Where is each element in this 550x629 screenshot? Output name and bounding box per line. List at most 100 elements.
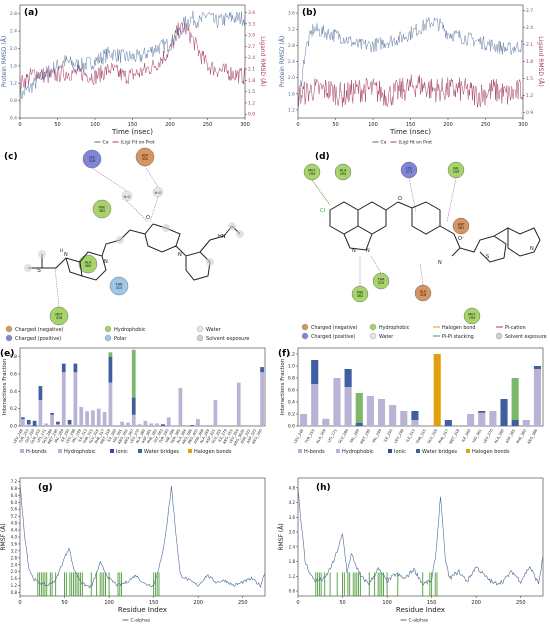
y-tick-label: 0.8 [10, 354, 17, 360]
x-tick-label: HIS_361 [472, 429, 483, 444]
bar-water-bridges [131, 397, 136, 415]
x-tick-label: THR_315 [82, 429, 94, 446]
x-tick-label: ILE_379 [217, 428, 228, 443]
y-tick-label: 3.6 [289, 515, 296, 520]
atom-label: HN [218, 234, 226, 240]
legend-swatch [104, 334, 112, 342]
x-tick-label: LEU_248 [13, 428, 25, 444]
panel-f [296, 347, 544, 453]
panel-letter: (b) [302, 8, 317, 18]
x-tick-label: ARG_351 [222, 429, 234, 445]
y-axis-label: Protein RMSD (Å) [279, 36, 286, 87]
plot-frame [297, 347, 544, 427]
x-tick-label: TYR_393 [158, 429, 170, 445]
bar-hydrophobic [149, 423, 154, 426]
x-tick-label: 100 [104, 600, 114, 606]
x-tick-label: THR_315 [415, 429, 427, 446]
bar-hydrophobic [166, 417, 171, 426]
y2-tick-label: 3.3 [248, 21, 255, 27]
atom-label: S [37, 267, 41, 274]
y-tick-label: 1.6 [10, 63, 17, 69]
y2-axis-label: Ligand RMSD (Å) [537, 36, 544, 86]
bar-halogen-bonds [433, 354, 441, 426]
bar-hydrophobic [522, 420, 530, 426]
y-tick-label: 1.2 [10, 81, 17, 87]
bar-green [131, 349, 136, 398]
y-tick-label: 2.0 [288, 75, 295, 81]
legend-swatch [301, 323, 309, 331]
legend-swatch [188, 449, 192, 453]
y-tick-label: 0.6 [288, 388, 295, 394]
residue-name: LYS [89, 156, 95, 160]
bar-water-bridges [190, 425, 194, 426]
atom-label: O [398, 196, 402, 202]
panel-letter: (a) [24, 8, 38, 18]
y-tick-label: 0.0 [288, 424, 295, 430]
bar-hydrophobic [489, 411, 497, 426]
legend-label: Halogen bonds [194, 449, 232, 455]
residue-ala-294 [334, 163, 352, 181]
legend-label: Cα [381, 140, 387, 146]
legend-label: H-bonds [26, 449, 47, 455]
ligand-skeleton [28, 223, 241, 281]
interaction-line [419, 262, 424, 286]
y-tick-label: 0.6 [289, 589, 296, 594]
y-tick-label: 0.6 [10, 372, 17, 378]
residue-number: 290 [309, 172, 315, 176]
bar-hydrophobic [96, 408, 101, 426]
y2-axis-label: Ligand RMSD (Å) [259, 36, 266, 86]
residue-name: ASP [458, 223, 465, 227]
residue-name: PHE [357, 291, 364, 295]
legend-label: Water [206, 327, 222, 333]
residue-number: 382 [357, 294, 363, 298]
x-tick-label: ILE_360 [107, 428, 118, 443]
x-tick-label: ARG_386 [527, 428, 539, 445]
interaction-line [370, 255, 382, 274]
y-tick-label: 1.2 [288, 107, 295, 113]
legend-swatch [110, 449, 114, 453]
x-tick-label: LEU_370 [483, 428, 495, 444]
legend-label: Hydrophobic [342, 449, 374, 455]
bar-hydrophobic [411, 420, 419, 426]
y-tick-label: 1.2 [289, 574, 296, 579]
x-tick-label: 0 [296, 122, 299, 128]
panel-a [18, 4, 247, 143]
y-tick-label: 1.0 [288, 364, 295, 370]
y-tick-label: 2.4 [10, 29, 17, 35]
bar-green [108, 352, 113, 357]
x-tick-label: 200 [443, 122, 453, 128]
bar-hydrophobic [178, 387, 183, 426]
x-axis-label: Residue Index [396, 606, 445, 614]
legend-label: Water bridges [144, 449, 179, 455]
x-tick-label: 50 [332, 122, 338, 128]
x-tick-label: PHE_382 [516, 429, 527, 445]
y-tick-label: 6.8 [11, 486, 18, 491]
bar-hydrophobic [366, 396, 374, 426]
x-tick-label: 250 [481, 122, 491, 128]
bar-hydrophobic [67, 424, 72, 426]
x-tick-label: 150 [128, 122, 138, 128]
bar-water-bridges [500, 399, 508, 426]
bar-hydrophobic [61, 372, 66, 426]
bar-water-bridges [61, 363, 66, 373]
legend-label: Water bridges [422, 449, 457, 455]
residue-name: MET [308, 169, 316, 173]
panel-letter: (c) [4, 152, 18, 162]
legend-label: Ionic [394, 449, 406, 455]
x-tick-label: ASP_421 [205, 429, 216, 444]
residue-number: 294 [340, 172, 346, 176]
legend-swatch [495, 332, 503, 340]
legend-swatch [466, 449, 470, 453]
bar-hydrophobic [377, 399, 386, 426]
residue-name: VAL [453, 167, 459, 171]
bar-water-bridges [32, 420, 37, 426]
x-tick-label: 200 [193, 600, 203, 606]
bar-water-bridges [344, 369, 352, 387]
x-tick-label: 150 [427, 600, 437, 606]
atom-label: S [486, 254, 489, 260]
x-tick-label: ASP_381 [141, 429, 152, 444]
panel-letter: (e) [0, 349, 14, 359]
y-tick-label: 3.0 [289, 530, 296, 535]
residue-number: 315 [378, 281, 384, 285]
